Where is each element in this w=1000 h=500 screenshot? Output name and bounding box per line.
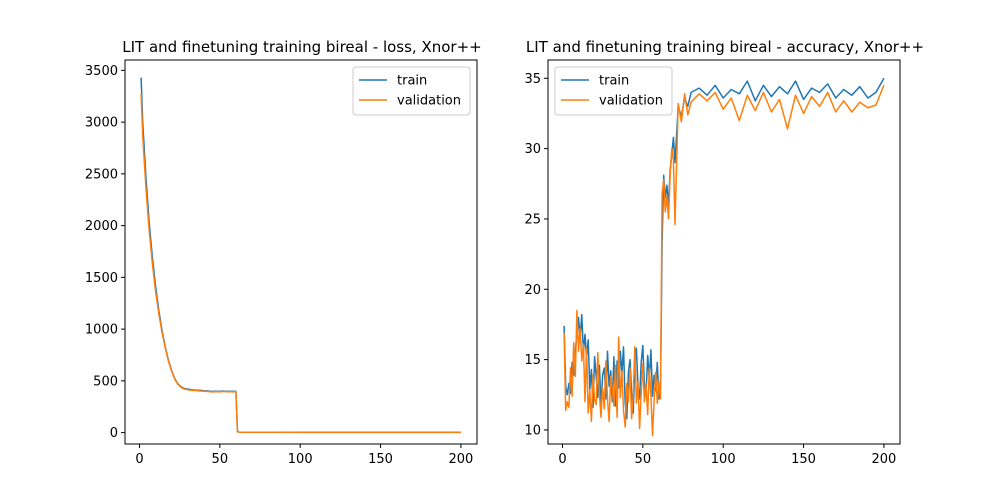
loss-y-tick-label: 3500 [85, 64, 118, 79]
accuracy-axis-ticks: 0 50 100 150 200 10 15 20 25 30 35 [524, 72, 896, 467]
loss-y-tick-label: 1500 [85, 271, 118, 286]
loss-y-tick-label: 2500 [85, 167, 118, 182]
accuracy-x-tick-label: 200 [872, 452, 897, 467]
accuracy-axes-frame [547, 59, 901, 445]
loss-y-tick-label: 0 [110, 426, 118, 441]
loss-chart-panel: LIT and finetuning training bireal - los… [85, 38, 482, 467]
loss-axes-frame [124, 59, 478, 445]
accuracy-series-line-validation [563, 85, 885, 437]
loss-x-tick-label: 0 [135, 452, 143, 467]
accuracy-legend-label-train: train [599, 74, 629, 89]
accuracy-legend-label-validation: validation [599, 94, 663, 109]
accuracy-y-tick-label: 15 [524, 353, 541, 368]
accuracy-y-tick-label: 30 [524, 142, 541, 157]
accuracy-chart-panel: LIT and finetuning training bireal - acc… [524, 38, 924, 467]
loss-x-tick-label: 100 [288, 452, 313, 467]
accuracy-y-tick-label: 10 [524, 423, 541, 438]
loss-legend-box [352, 66, 471, 116]
accuracy-x-tick-label: 150 [791, 452, 816, 467]
loss-chart-title: LIT and finetuning training bireal - los… [122, 38, 481, 56]
accuracy-y-tick-label: 20 [524, 283, 541, 298]
loss-x-tick-label: 200 [449, 452, 474, 467]
accuracy-x-tick-label: 0 [558, 452, 566, 467]
accuracy-x-tick-label: 100 [711, 452, 736, 467]
loss-legend-label-validation: validation [397, 94, 461, 109]
accuracy-chart-title: LIT and finetuning training bireal - acc… [526, 38, 924, 56]
loss-x-tick-label: 50 [212, 452, 229, 467]
loss-x-tick-label: 150 [368, 452, 393, 467]
accuracy-y-tick-label: 25 [524, 212, 541, 227]
loss-legend: train validation [352, 66, 471, 116]
accuracy-x-tick-label: 50 [635, 452, 652, 467]
loss-y-tick-label: 500 [93, 374, 118, 389]
loss-plot-area [140, 77, 461, 434]
accuracy-y-tick-label: 35 [524, 72, 541, 87]
accuracy-legend: train validation [554, 66, 673, 116]
loss-y-tick-label: 1000 [85, 323, 118, 338]
accuracy-legend-box [554, 66, 673, 116]
loss-y-tick-label: 2000 [85, 219, 118, 234]
accuracy-plot-area [563, 77, 885, 437]
accuracy-series-line-train [563, 77, 885, 420]
loss-legend-label-train: train [397, 74, 427, 89]
loss-series-line-validation [140, 94, 461, 434]
loss-y-tick-label: 3000 [85, 116, 118, 131]
